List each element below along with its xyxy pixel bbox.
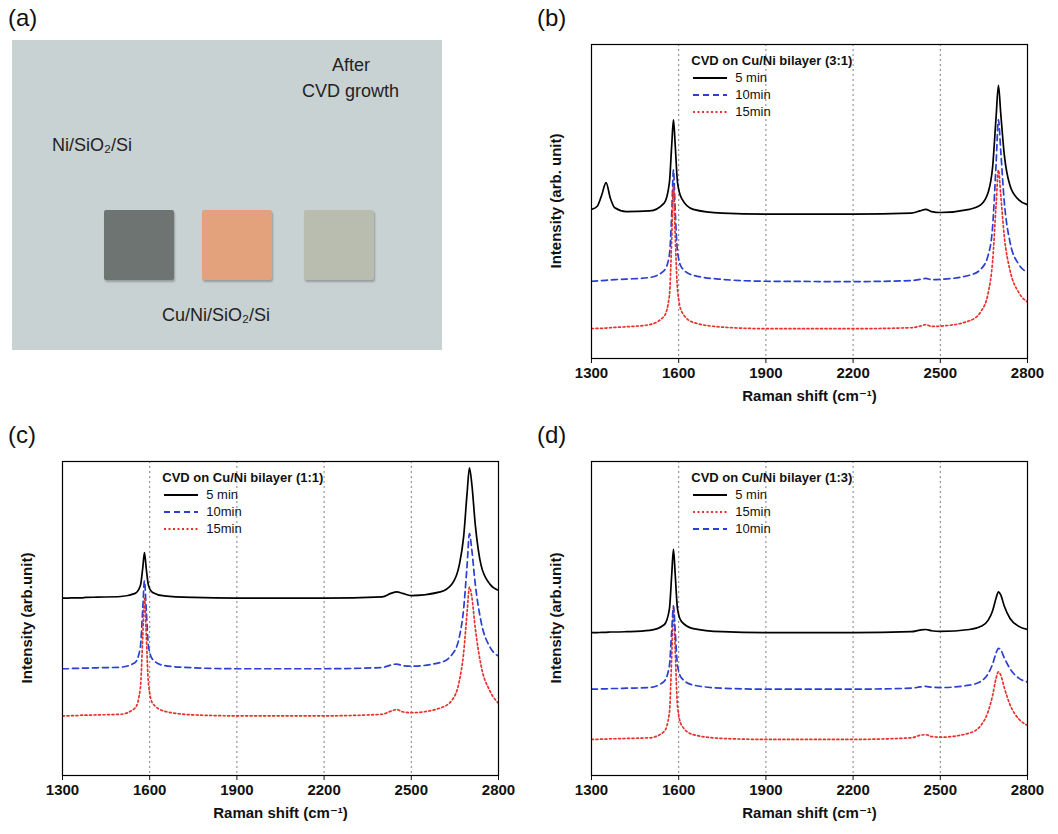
svg-text:2500: 2500 xyxy=(395,781,428,798)
html-text:(b): (b) xyxy=(537,4,567,31)
svg-text:1600: 1600 xyxy=(662,781,695,798)
html-text:5 min: 5 min xyxy=(735,70,768,85)
svg-text:1300: 1300 xyxy=(46,781,79,798)
svg-text:1300: 1300 xyxy=(575,364,608,381)
svg-text:Raman shift (cm⁻¹): Raman shift (cm⁻¹) xyxy=(213,804,348,821)
html-text:CVD growth: CVD growth xyxy=(302,81,399,101)
html-text:Intensity (arb.unit): Intensity (arb.unit) xyxy=(17,552,35,684)
svg-text:1900: 1900 xyxy=(220,781,253,798)
svg-text:Raman shift (cm⁻¹): Raman shift (cm⁻¹) xyxy=(742,387,877,404)
html-text:10min: 10min xyxy=(206,504,242,519)
html-text:15min: 15min xyxy=(735,104,771,119)
html-text:(c): (c) xyxy=(8,421,36,448)
svg-text:2800: 2800 xyxy=(1011,781,1044,798)
html-text:15min: 15min xyxy=(735,504,771,519)
html-text:Cu/Ni/SiO₂/Si: Cu/Ni/SiO₂/Si xyxy=(162,305,270,325)
html-text:CVD on Cu/Ni bilayer (3:1): CVD on Cu/Ni bilayer (3:1) xyxy=(691,53,853,68)
svg-text:2200: 2200 xyxy=(836,781,869,798)
svg-text:Raman shift (cm⁻¹): Raman shift (cm⁻¹) xyxy=(742,804,877,821)
html-text:Intensity (arb. unit): Intensity (arb. unit) xyxy=(546,133,564,269)
svg-text:1600: 1600 xyxy=(662,364,695,381)
html-text:Ni/SiO₂/Si: Ni/SiO₂/Si xyxy=(52,135,132,155)
html-text:15min: 15min xyxy=(206,521,242,536)
html-text:(d): (d) xyxy=(537,421,567,448)
svg-text:1900: 1900 xyxy=(749,781,782,798)
html-text:CVD on Cu/Ni bilayer (1:3): CVD on Cu/Ni bilayer (1:3) xyxy=(691,470,853,485)
html-text:10min: 10min xyxy=(735,521,771,536)
html-text:5 min: 5 min xyxy=(206,487,239,502)
html-text:After: After xyxy=(332,55,370,75)
html-text:CVD on Cu/Ni bilayer (1:1): CVD on Cu/Ni bilayer (1:1) xyxy=(162,470,324,485)
svg-text:1600: 1600 xyxy=(133,781,166,798)
svg-text:2800: 2800 xyxy=(482,781,515,798)
svg-text:1300: 1300 xyxy=(575,781,608,798)
svg-text:2800: 2800 xyxy=(1011,364,1044,381)
html-text:5 min: 5 min xyxy=(735,487,768,502)
svg-text:2500: 2500 xyxy=(924,781,957,798)
svg-text:2200: 2200 xyxy=(836,364,869,381)
svg-text:1900: 1900 xyxy=(749,364,782,381)
svg-text:2200: 2200 xyxy=(307,781,340,798)
html-text:Intensity (arb.unit): Intensity (arb.unit) xyxy=(546,552,564,684)
svg-text:2500: 2500 xyxy=(924,364,957,381)
html-text:10min: 10min xyxy=(735,87,771,102)
html-text:(a): (a) xyxy=(8,4,38,31)
